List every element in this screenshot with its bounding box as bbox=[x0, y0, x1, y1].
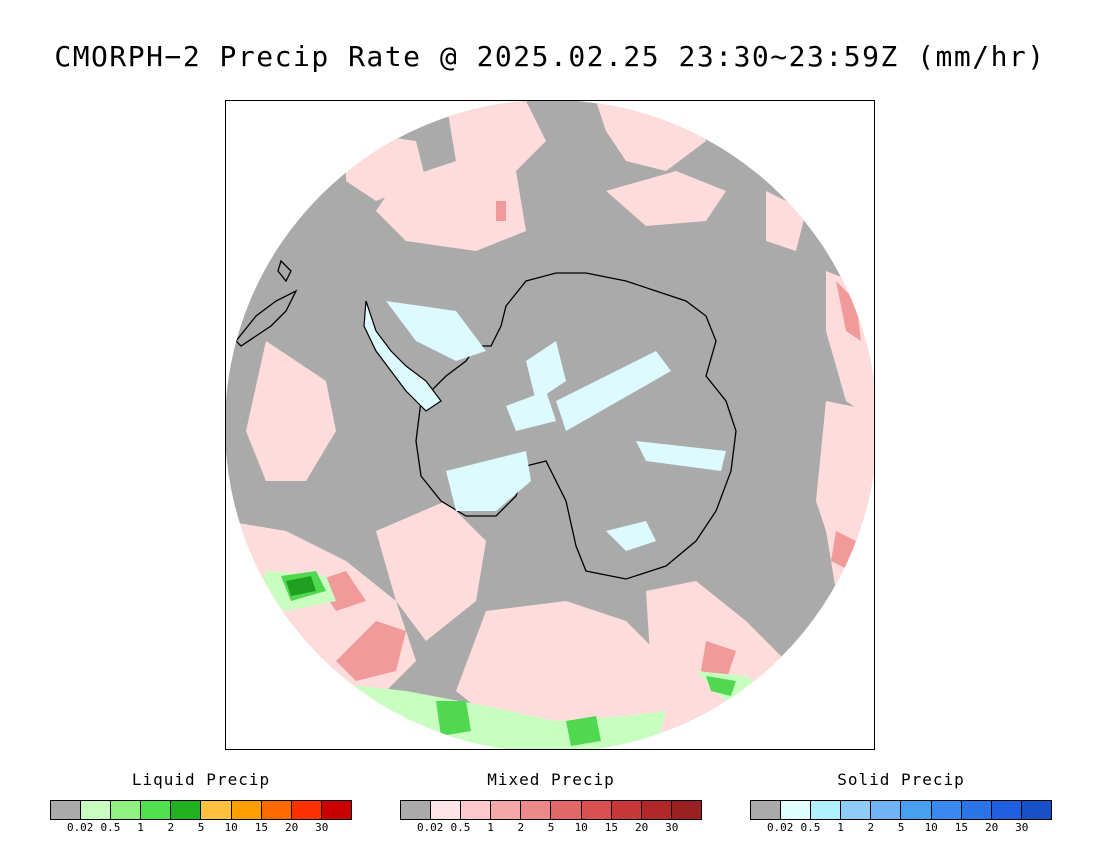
legend-swatch bbox=[401, 801, 432, 819]
mixed-precip-area bbox=[826, 521, 874, 611]
legend-swatch bbox=[201, 801, 232, 819]
legend-swatch bbox=[581, 801, 612, 819]
legend-tick-label: 0.02 bbox=[766, 821, 794, 834]
legend-swatch bbox=[81, 801, 112, 819]
legend-tick-label: 10 bbox=[924, 821, 938, 834]
legend-swatch bbox=[751, 801, 782, 819]
legend-color-bar bbox=[50, 800, 352, 820]
legend-liquid: Liquid Precip 0.02 0.5 1 2 5 10 15 20 30 bbox=[50, 770, 352, 835]
legend-swatch bbox=[991, 801, 1022, 819]
legend-tick-label: 1 bbox=[137, 821, 144, 834]
legend-tick-label: 10 bbox=[224, 821, 238, 834]
legend-tick-label: 0.5 bbox=[100, 821, 121, 834]
mixed-precip-area bbox=[816, 401, 874, 561]
legend-swatch bbox=[231, 801, 262, 819]
legend-swatch bbox=[321, 801, 351, 819]
legend-title: Solid Precip bbox=[837, 770, 965, 789]
legend-swatch bbox=[521, 801, 552, 819]
legend-tick-labels: 0.02 0.5 1 2 5 10 15 20 30 bbox=[400, 821, 702, 835]
polar-map-svg bbox=[226, 101, 874, 749]
legend-swatch bbox=[611, 801, 642, 819]
legend-tick-label: 20 bbox=[984, 821, 999, 834]
south-america-tip bbox=[235, 259, 298, 347]
legend-tick-label: 15 bbox=[604, 821, 619, 834]
legend-swatch bbox=[551, 801, 582, 819]
legend-swatch bbox=[111, 801, 142, 819]
legend-swatch bbox=[431, 801, 462, 819]
legend-tick-label: 10 bbox=[574, 821, 588, 834]
liquid-heavy-area bbox=[286, 576, 316, 596]
legend-swatch bbox=[491, 801, 522, 819]
legend-swatch bbox=[261, 801, 292, 819]
liquid-area bbox=[436, 701, 471, 736]
legend-swatch bbox=[461, 801, 492, 819]
legend-tick-label: 30 bbox=[315, 821, 329, 834]
mixed-precip-area bbox=[456, 601, 666, 741]
mixed-precip-area bbox=[246, 341, 336, 481]
legend-swatch bbox=[671, 801, 701, 819]
legend-swatch bbox=[811, 801, 842, 819]
legend-swatch bbox=[1021, 801, 1051, 819]
legend-tick-label: 5 bbox=[547, 821, 555, 834]
mixed-precip-area bbox=[606, 171, 726, 226]
legend-swatch bbox=[781, 801, 812, 819]
legend-swatch bbox=[641, 801, 672, 819]
legend-title: Mixed Precip bbox=[487, 770, 615, 789]
polar-precip-map bbox=[225, 100, 875, 750]
legend-tick-label: 30 bbox=[665, 821, 679, 834]
legend-tick-label: 5 bbox=[897, 821, 905, 834]
heavier-mixed-precip bbox=[316, 201, 861, 681]
legend-tick-labels: 0.02 0.5 1 2 5 10 15 20 30 bbox=[750, 821, 1052, 835]
map-title: CMORPH−2 Precip Rate @ 2025.02.25 23:30~… bbox=[54, 40, 1046, 73]
legend-tick-labels: 0.02 0.5 1 2 5 10 15 20 30 bbox=[50, 821, 352, 835]
legend-swatch bbox=[871, 801, 902, 819]
legend-tick-label: 30 bbox=[1015, 821, 1029, 834]
antarctic-peninsula bbox=[363, 300, 442, 412]
legend-tick-label: 20 bbox=[284, 821, 299, 834]
legend-title: Liquid Precip bbox=[131, 770, 271, 789]
legend-tick-label: 5 bbox=[197, 821, 205, 834]
legend-tick-label: 2 bbox=[517, 821, 525, 834]
solid-precip-areas bbox=[386, 301, 726, 551]
legend-swatch bbox=[931, 801, 962, 819]
legend-color-bar bbox=[750, 800, 1052, 820]
liquid-area bbox=[566, 716, 601, 746]
legend-tick-label: 20 bbox=[634, 821, 649, 834]
mixed-precip-area bbox=[376, 501, 486, 641]
legend-tick-label: 0.02 bbox=[66, 821, 94, 834]
legend-tick-label: 2 bbox=[867, 821, 875, 834]
legend-swatch bbox=[171, 801, 202, 819]
legend-swatch bbox=[901, 801, 932, 819]
legend-tick-label: 0.5 bbox=[800, 821, 821, 834]
legend-tick-label: 0.02 bbox=[416, 821, 444, 834]
legend-swatch bbox=[291, 801, 322, 819]
legend-swatch bbox=[841, 801, 872, 819]
legend-tick-label: 15 bbox=[954, 821, 969, 834]
legend-tick-label: 0.5 bbox=[450, 821, 471, 834]
legend-tick-label: 2 bbox=[167, 821, 175, 834]
liquid-precip-areas bbox=[256, 571, 766, 749]
legend-tick-label: 1 bbox=[487, 821, 494, 834]
liquid-area bbox=[706, 676, 736, 696]
legend-solid: Solid Precip 0.02 0.5 1 2 5 10 15 20 30 bbox=[750, 770, 1052, 835]
legend-swatch bbox=[141, 801, 172, 819]
legend-mixed: Mixed Precip 0.02 0.5 1 2 5 10 15 20 30 bbox=[400, 770, 702, 835]
legend-tick-label: 15 bbox=[254, 821, 269, 834]
legend-swatch bbox=[51, 801, 82, 819]
legend-swatch bbox=[961, 801, 992, 819]
legend-tick-label: 1 bbox=[837, 821, 844, 834]
legend-color-bar bbox=[400, 800, 702, 820]
